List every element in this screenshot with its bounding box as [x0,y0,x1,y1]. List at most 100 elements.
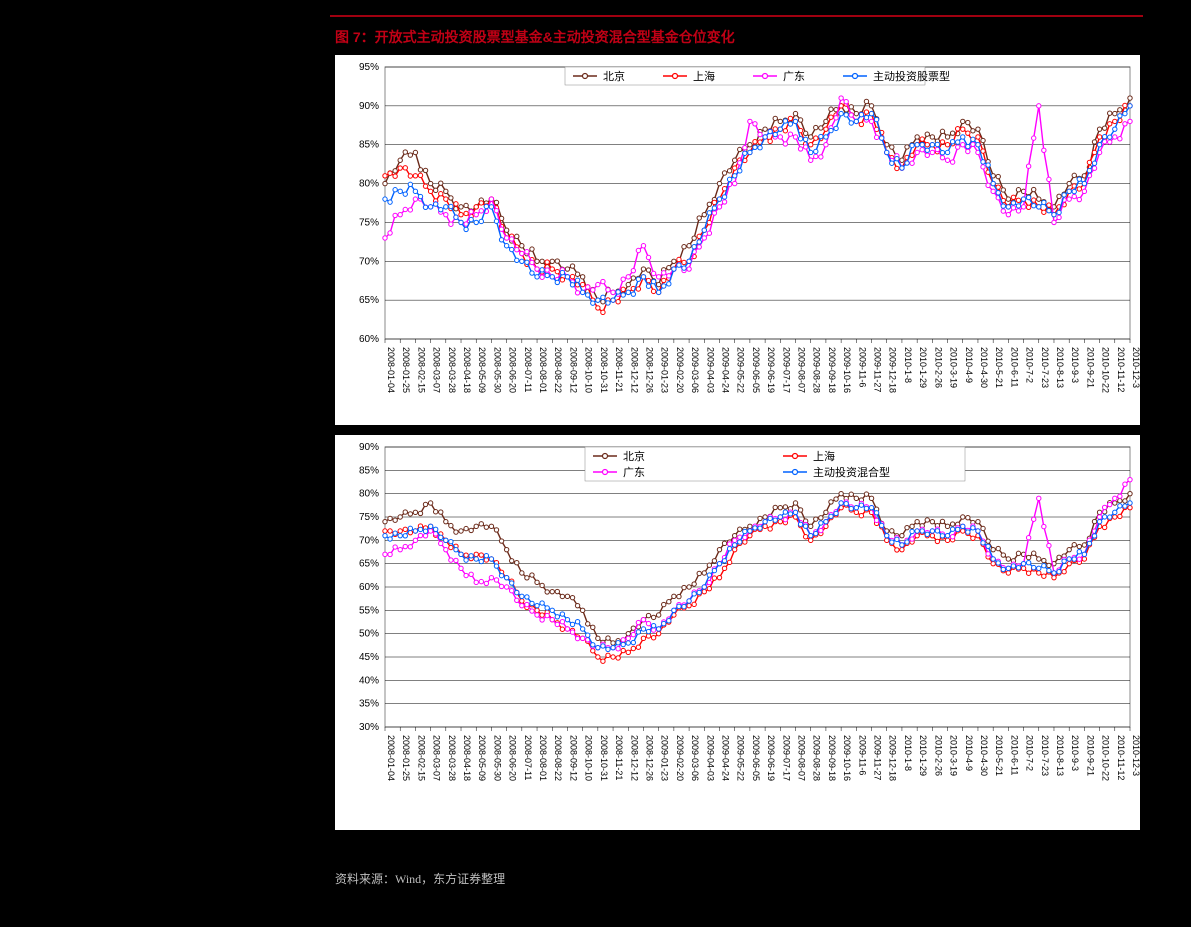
svg-text:2009-11-6: 2009-11-6 [857,347,867,387]
svg-text:2010-4-30: 2010-4-30 [979,735,989,776]
svg-text:2010-2-26: 2010-2-26 [933,347,943,388]
svg-text:2009-04-24: 2009-04-24 [720,347,730,393]
svg-text:北京: 北京 [623,449,645,463]
svg-text:2008-06-20: 2008-06-20 [508,735,518,781]
header-divider [330,15,1143,17]
svg-text:2008-12-12: 2008-12-12 [629,347,639,393]
svg-text:2008-01-25: 2008-01-25 [401,347,411,393]
svg-text:2010-9-3: 2010-9-3 [1070,347,1080,383]
svg-text:2008-04-18: 2008-04-18 [462,735,472,781]
svg-text:2008-12-26: 2008-12-26 [644,347,654,393]
svg-text:2010-4-9: 2010-4-9 [964,347,974,383]
svg-text:55%: 55% [359,605,379,616]
svg-text:65%: 65% [359,295,379,306]
svg-text:2008-12-26: 2008-12-26 [644,735,654,781]
svg-text:2009-07-17: 2009-07-17 [781,735,791,781]
svg-text:2008-04-18: 2008-04-18 [462,347,472,393]
svg-text:90%: 90% [359,101,379,112]
svg-text:95%: 95% [359,62,379,73]
svg-text:2008-08-01: 2008-08-01 [538,735,548,781]
svg-text:2008-03-07: 2008-03-07 [432,735,442,781]
svg-text:2009-06-05: 2009-06-05 [751,347,761,393]
svg-text:主动投资混合型: 主动投资混合型 [813,465,890,479]
svg-text:2009-11-27: 2009-11-27 [873,735,883,780]
svg-text:2008-08-22: 2008-08-22 [553,347,563,393]
svg-text:85%: 85% [359,140,379,151]
svg-text:上海: 上海 [693,69,715,83]
svg-text:2009-04-03: 2009-04-03 [705,347,715,393]
svg-text:90%: 90% [359,442,379,453]
svg-text:2008-05-09: 2008-05-09 [477,735,487,781]
svg-text:2009-02-20: 2009-02-20 [675,347,685,393]
svg-text:2009-04-24: 2009-04-24 [720,735,730,781]
svg-text:2009-03-06: 2009-03-06 [690,347,700,393]
svg-text:2008-12-12: 2008-12-12 [629,735,639,781]
svg-text:2010-4-9: 2010-4-9 [964,735,974,771]
svg-text:2008-07-11: 2008-07-11 [523,735,533,780]
svg-text:60%: 60% [359,582,379,593]
svg-text:50%: 50% [359,629,379,640]
svg-text:2009-08-28: 2009-08-28 [812,735,822,781]
svg-text:2008-08-01: 2008-08-01 [538,347,548,393]
svg-text:2008-10-31: 2008-10-31 [599,347,609,393]
svg-text:2009-05-22: 2009-05-22 [736,735,746,781]
svg-text:2008-08-22: 2008-08-22 [553,735,563,781]
svg-text:2010-8-13: 2010-8-13 [1055,347,1065,388]
svg-text:80%: 80% [359,489,379,500]
svg-text:2010-9-21: 2010-9-21 [1085,347,1095,388]
svg-text:2009-04-03: 2009-04-03 [705,735,715,781]
svg-text:2010-9-21: 2010-9-21 [1085,735,1095,776]
svg-text:80%: 80% [359,179,379,190]
svg-text:2010-9-3: 2010-9-3 [1070,735,1080,771]
svg-text:2010-1-8: 2010-1-8 [903,347,913,383]
svg-text:35%: 35% [359,699,379,710]
svg-text:2010-12-3: 2010-12-3 [1131,347,1140,388]
svg-text:70%: 70% [359,256,379,267]
svg-text:2008-06-20: 2008-06-20 [508,347,518,393]
svg-text:2009-09-18: 2009-09-18 [827,347,837,393]
svg-text:2010-5-21: 2010-5-21 [994,735,1004,776]
svg-text:2009-09-18: 2009-09-18 [827,735,837,781]
svg-text:2008-09-12: 2008-09-12 [568,347,578,393]
svg-text:2008-03-28: 2008-03-28 [447,347,457,393]
svg-text:65%: 65% [359,559,379,570]
svg-text:2009-05-22: 2009-05-22 [736,347,746,393]
svg-text:2008-10-10: 2008-10-10 [584,735,594,781]
svg-text:2009-08-07: 2009-08-07 [797,735,807,781]
svg-text:上海: 上海 [813,449,835,463]
svg-text:2010-10-22: 2010-10-22 [1101,735,1111,781]
svg-text:2009-02-20: 2009-02-20 [675,735,685,781]
svg-text:2010-4-30: 2010-4-30 [979,347,989,388]
svg-text:2009-07-17: 2009-07-17 [781,347,791,393]
svg-text:2008-01-04: 2008-01-04 [386,735,396,781]
svg-text:45%: 45% [359,652,379,663]
source-attribution: 资料来源：Wind，东方证券整理 [335,870,505,887]
svg-text:40%: 40% [359,675,379,686]
svg-text:2008-03-07: 2008-03-07 [432,347,442,393]
svg-text:2010-5-21: 2010-5-21 [994,347,1004,388]
svg-text:2009-12-18: 2009-12-18 [888,347,898,393]
svg-text:2009-10-16: 2009-10-16 [842,735,852,781]
svg-text:2010-6-11: 2010-6-11 [1009,347,1019,387]
svg-text:2010-10-22: 2010-10-22 [1101,347,1111,393]
svg-text:2010-7-2: 2010-7-2 [1025,347,1035,383]
svg-text:2009-10-16: 2009-10-16 [842,347,852,393]
svg-text:2009-06-19: 2009-06-19 [766,735,776,781]
svg-text:2008-03-28: 2008-03-28 [447,735,457,781]
svg-text:2010-3-19: 2010-3-19 [949,347,959,388]
svg-text:2010-7-23: 2010-7-23 [1040,347,1050,388]
svg-text:75%: 75% [359,512,379,523]
svg-text:2010-12-3: 2010-12-3 [1131,735,1140,776]
svg-text:2009-06-19: 2009-06-19 [766,347,776,393]
svg-text:2010-7-2: 2010-7-2 [1025,735,1035,771]
svg-text:2010-1-29: 2010-1-29 [918,347,928,388]
svg-text:2009-12-18: 2009-12-18 [888,735,898,781]
svg-text:70%: 70% [359,535,379,546]
svg-text:2008-10-10: 2008-10-10 [584,347,594,393]
svg-text:2009-08-07: 2009-08-07 [797,347,807,393]
svg-text:2009-11-6: 2009-11-6 [857,735,867,775]
chart-mixed-funds: 30%35%40%45%50%55%60%65%70%75%80%85%90%2… [335,435,1140,830]
svg-text:2008-01-04: 2008-01-04 [386,347,396,393]
svg-text:2008-05-30: 2008-05-30 [492,735,502,781]
svg-text:2008-05-30: 2008-05-30 [492,347,502,393]
